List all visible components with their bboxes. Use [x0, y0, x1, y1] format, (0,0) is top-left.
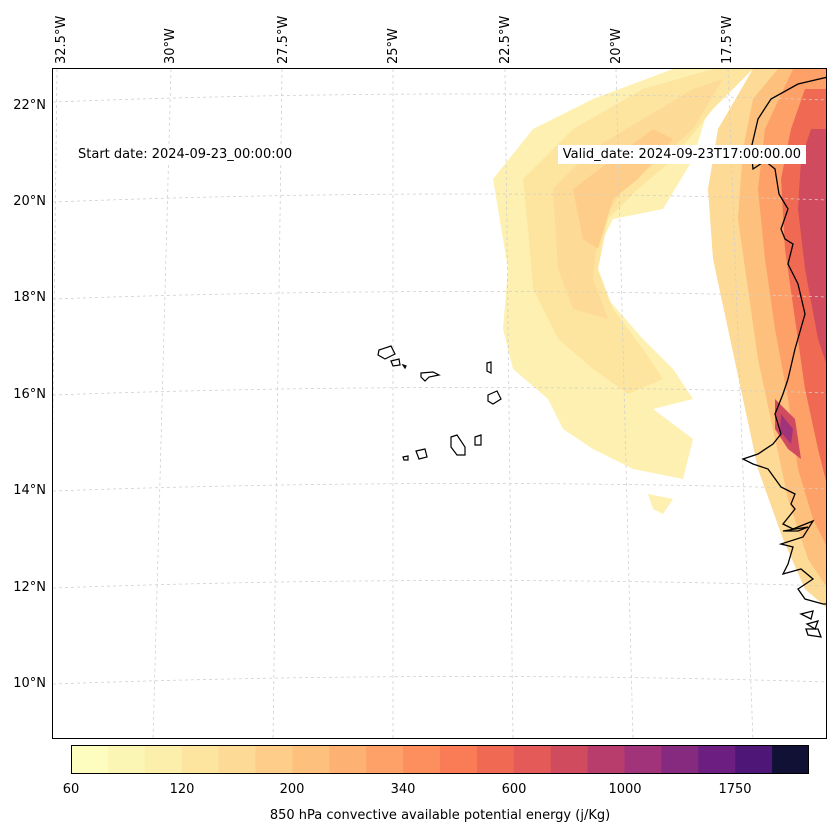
- gridline-lat-16n: [53, 387, 826, 396]
- cape-verde-islands: [377, 345, 502, 461]
- lon-label-22-5w: 22.5°W: [498, 15, 513, 64]
- gridline-lat-10n: [53, 676, 826, 685]
- lon-label-25w: 25°W: [386, 28, 401, 64]
- lat-label-10n: 10°N: [13, 676, 46, 691]
- island-brava: [402, 455, 409, 461]
- colorbar-cell-4: [181, 745, 220, 774]
- colorbar-cell-19: [735, 745, 773, 774]
- lat-label-16n: 16°N: [13, 387, 46, 402]
- colorbar-tick-1000: 1000: [608, 782, 642, 797]
- colorbar-cell-2: [107, 745, 146, 774]
- colorbar-cells: [71, 745, 809, 774]
- colorbar-cell-1: [71, 745, 109, 774]
- cape-contour-central-level-3: [553, 79, 723, 319]
- lat-label-12n: 12°N: [13, 580, 46, 595]
- gridline-lat-18n: [53, 291, 826, 300]
- cape-contour-central-level-5: [648, 494, 673, 514]
- lat-label-20n: 20°N: [13, 194, 46, 209]
- gridline-lat-14n: [53, 483, 826, 492]
- colorbar-cell-20: [772, 745, 809, 774]
- coastline-mainland: [741, 76, 826, 605]
- colorbar-cell-13: [513, 745, 552, 774]
- cape-field-central: [493, 69, 753, 514]
- gridline-lon-27-5w: [272, 69, 283, 738]
- lat-label-18n: 18°N: [13, 290, 46, 305]
- colorbar-cell-5: [218, 745, 257, 774]
- coastline-island-2: [805, 620, 820, 630]
- lon-label-20w: 20°W: [609, 28, 624, 64]
- colorbar-cell-8: [329, 745, 367, 774]
- cape-field-coastal: [708, 69, 826, 608]
- colorbar-title: 850 hPa convective available potential e…: [269, 808, 611, 823]
- coastline-island-1: [799, 610, 814, 620]
- gridline-lat-20n: [53, 193, 826, 203]
- coastline-island-3: [805, 628, 822, 638]
- colorbar-cell-7: [292, 745, 330, 774]
- gridline-lat-22n: [53, 93, 826, 103]
- island-santa-luzia: [401, 363, 407, 370]
- colorbar-cell-12: [476, 745, 515, 774]
- lon-label-32-5w: 32.5°W: [54, 15, 69, 64]
- colorbar-tick-200: 200: [279, 782, 305, 797]
- start-date-label: Start date: 2024-09-23_00:00:00: [73, 145, 298, 164]
- colorbar-cell-10: [403, 745, 441, 774]
- colorbar-cell-14: [550, 745, 589, 774]
- colorbar-tick-600: 600: [501, 782, 527, 797]
- coastline: [741, 76, 826, 638]
- colorbar-cell-15: [587, 745, 626, 774]
- gridline-lon-30w: [152, 69, 172, 738]
- graticule: [53, 69, 826, 738]
- gridline-lon-20w: [615, 69, 634, 738]
- colorbar-cell-6: [255, 745, 293, 774]
- colorbar-cell-11: [440, 745, 478, 774]
- colorbar-tick-60: 60: [62, 782, 80, 797]
- lon-label-30w: 30°W: [163, 28, 178, 64]
- island-boa-vista: [487, 390, 502, 405]
- island-fogo: [415, 448, 428, 460]
- gridline-lon-17-5w: [727, 69, 754, 738]
- cape-contour-coastal-level-7: [780, 414, 793, 444]
- cape-contour-coastal-level-5: [798, 129, 826, 363]
- map-panel[interactable]: Start date: 2024-09-23_00:00:00 Valid_da…: [52, 68, 827, 739]
- coastline-inlet: [782, 526, 809, 532]
- gridline-lat-12n: [53, 580, 826, 589]
- colorbar-cell-9: [366, 745, 404, 774]
- lon-label-27-5w: 27.5°W: [276, 15, 291, 64]
- lon-label-17-5w: 17.5°W: [720, 15, 735, 64]
- colorbar: [71, 745, 809, 774]
- colorbar-cell-18: [698, 745, 736, 774]
- colorbar-cell-17: [661, 745, 699, 774]
- island-maio: [474, 434, 482, 446]
- island-santiago: [450, 434, 466, 456]
- island-santo-antao: [377, 345, 396, 360]
- colorbar-tick-120: 120: [169, 782, 195, 797]
- colorbar-tick-1750: 1750: [718, 782, 752, 797]
- map-canvas: [53, 69, 826, 738]
- island-sao-vicente: [390, 358, 401, 367]
- island-sal: [486, 361, 492, 374]
- colorbar-cell-3: [144, 745, 183, 774]
- gridline-lon-32-5w: [53, 69, 58, 439]
- valid-date-label: Valid_date: 2024-09-23T17:00:00.00: [557, 145, 806, 164]
- colorbar-cell-16: [624, 745, 662, 774]
- island-sao-nicolau: [420, 371, 441, 382]
- lat-label-14n: 14°N: [13, 483, 46, 498]
- colorbar-border: [71, 745, 809, 774]
- colorbar-tick-340: 340: [390, 782, 416, 797]
- lat-label-22n: 22°N: [13, 98, 46, 113]
- gridline-lon-22-5w: [504, 69, 514, 738]
